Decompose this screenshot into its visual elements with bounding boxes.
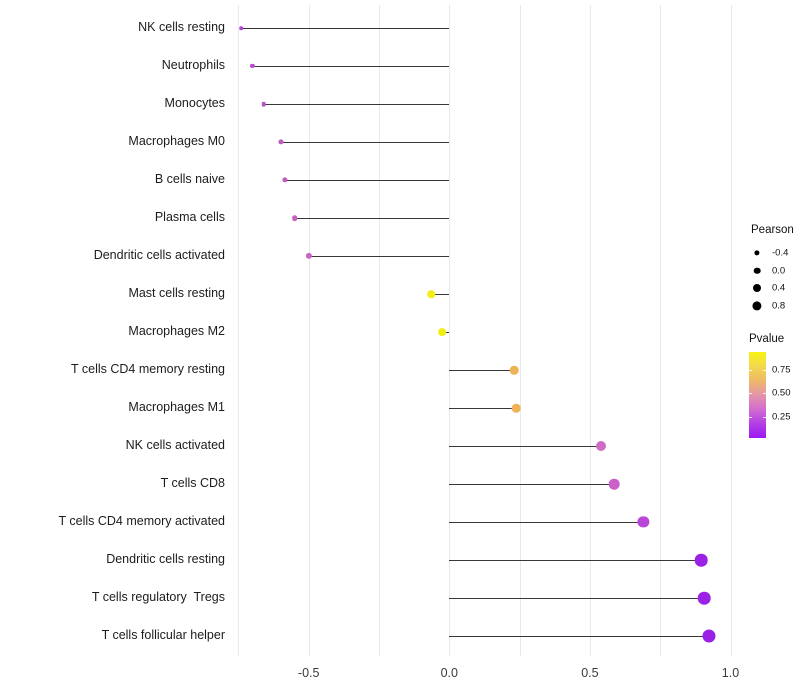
legend-pearson-item: 0.0 xyxy=(745,262,800,280)
lollipop-dot xyxy=(702,629,716,643)
lollipop-stem xyxy=(449,483,615,486)
category-label: Macrophages M1 xyxy=(128,400,225,415)
category-label: NK cells activated xyxy=(125,438,225,453)
lollipop-dot xyxy=(282,177,288,183)
lollipop-stem xyxy=(449,635,710,638)
lollipop-dot xyxy=(261,102,266,107)
legend-pvalue: Pvalue 0.75 0.50 0.25 xyxy=(745,333,800,453)
colorbar-tick xyxy=(749,370,752,372)
legend-size-dot xyxy=(753,267,761,274)
gridline xyxy=(660,5,662,656)
category-label: Dendritic cells resting xyxy=(106,552,225,567)
x-axis-tick-label: 0.0 xyxy=(440,666,458,680)
legend-pearson: Pearson -0.4 0.0 0.4 0.8 xyxy=(745,224,800,324)
lollipop-dot xyxy=(596,441,607,452)
lollipop-stem xyxy=(263,103,450,106)
lollipop-stem xyxy=(449,521,644,524)
legend-pearson-item: 0.4 xyxy=(745,279,800,297)
legend-pearson-title: Pearson xyxy=(751,224,794,236)
legend-size-dot xyxy=(752,301,762,311)
legend-size-label: 0.4 xyxy=(772,282,786,294)
colorbar-tick xyxy=(749,393,752,395)
lollipop-dot xyxy=(437,328,446,337)
x-axis-tick-label: 0.5 xyxy=(581,666,599,680)
colorbar-tick xyxy=(763,393,766,395)
colorbar-label: 0.50 xyxy=(772,387,791,399)
lollipop-dot xyxy=(291,215,298,222)
colorbar-tick xyxy=(749,416,752,418)
category-label: T cells regulatory Tregs xyxy=(91,590,225,605)
legend-pearson-item: 0.8 xyxy=(745,297,800,315)
lollipop-stem xyxy=(449,597,705,600)
legend-size-label: 0.8 xyxy=(772,300,786,312)
lollipop-dot xyxy=(239,26,243,31)
legend-size-dot xyxy=(753,284,761,293)
gridline xyxy=(589,5,591,656)
legend-pearson-item: -0.4 xyxy=(745,244,800,262)
lollipop-dot xyxy=(277,139,284,145)
gridline xyxy=(730,5,732,656)
category-label: B cells naive xyxy=(154,172,225,187)
category-label: T cells follicular helper xyxy=(101,628,225,643)
category-label: T cells CD4 memory resting xyxy=(71,362,225,377)
lollipop-stem xyxy=(449,369,514,372)
lollipop-dot xyxy=(697,592,711,605)
gridline xyxy=(449,5,451,656)
gridline xyxy=(238,5,240,656)
lollipop-stem xyxy=(241,27,450,30)
category-label: Monocytes xyxy=(164,96,225,111)
lollipop-stem xyxy=(449,445,602,448)
category-label: Neutrophils xyxy=(161,58,225,73)
lollipop-stem xyxy=(284,179,450,182)
category-label: Macrophages M0 xyxy=(128,134,225,149)
category-label: Dendritic cells activated xyxy=(93,248,225,263)
gridline xyxy=(379,5,380,656)
x-axis-tick-label: 1.0 xyxy=(721,666,740,680)
category-label: Plasma cells xyxy=(154,210,225,225)
lollipop-stem xyxy=(449,407,517,410)
gridline xyxy=(308,5,310,656)
lollipop-stem xyxy=(308,255,450,258)
colorbar-tick xyxy=(763,416,766,418)
legend-size-dot xyxy=(754,250,760,256)
lollipop-dot xyxy=(305,253,312,260)
lollipop-stem xyxy=(449,559,701,562)
lollipop-stem xyxy=(431,293,450,296)
colorbar-label: 0.25 xyxy=(772,411,791,422)
colorbar-tick xyxy=(763,370,766,372)
colorbar-label: 0.75 xyxy=(772,364,791,376)
lollipop-dot xyxy=(694,554,708,567)
category-label: T cells CD4 memory activated xyxy=(58,514,226,529)
pvalue-colorbar xyxy=(749,352,766,438)
legend-size-label: 0.0 xyxy=(772,265,786,277)
lollipop-dot xyxy=(427,290,435,299)
lollipop-dot xyxy=(637,516,649,528)
lollipop-stem xyxy=(294,217,450,220)
lollipop-stem xyxy=(280,141,450,144)
category-label: Mast cells resting xyxy=(128,286,225,301)
gridline xyxy=(519,5,521,656)
x-axis-tick-label: -0.5 xyxy=(297,666,320,680)
lollipop-dot xyxy=(511,404,521,413)
legend-size-label: -0.4 xyxy=(772,247,789,259)
lollipop-dot xyxy=(250,64,255,69)
lollipop-dot xyxy=(509,366,519,375)
lollipop-dot xyxy=(609,479,620,490)
category-label: NK cells resting xyxy=(138,20,225,35)
lollipop-stem xyxy=(252,65,450,68)
category-label: T cells CD8 xyxy=(160,476,225,491)
legend-pvalue-title: Pvalue xyxy=(749,333,785,345)
category-label: Macrophages M2 xyxy=(128,324,225,339)
